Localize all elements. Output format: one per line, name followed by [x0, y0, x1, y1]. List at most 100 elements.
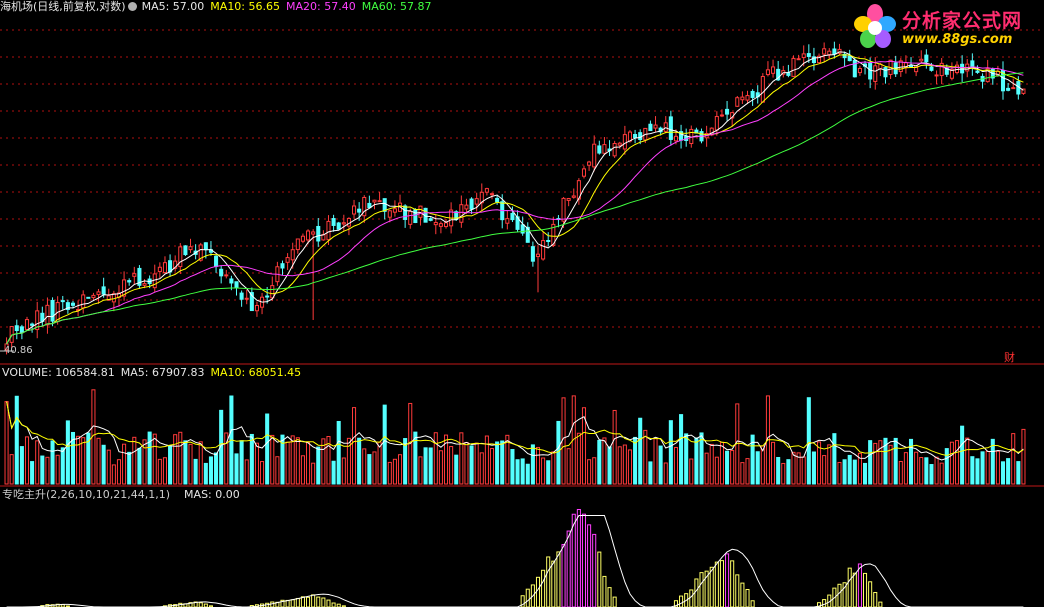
- indicator-bar: [740, 582, 745, 607]
- indicator-bar: [326, 599, 331, 607]
- indicator-bar: [285, 599, 290, 607]
- candle-body: [306, 230, 311, 241]
- candle-body: [566, 198, 571, 201]
- volume-bar: [341, 457, 346, 485]
- candle-body: [336, 222, 341, 230]
- candle-body: [433, 221, 438, 226]
- volume-bar: [132, 436, 137, 485]
- settings-gear-icon[interactable]: [127, 2, 137, 11]
- ma20-line: [6, 60, 1024, 345]
- volume-bar: [556, 420, 561, 485]
- volume-bar: [300, 455, 305, 485]
- volume-bar: [474, 442, 479, 485]
- volume-bar: [852, 459, 857, 485]
- indicator-bar: [868, 581, 873, 607]
- candle-body: [908, 65, 914, 68]
- indicator-bar: [520, 595, 525, 607]
- candle-body: [525, 226, 530, 243]
- volume-bar: [1000, 461, 1006, 485]
- indicator-bar: [714, 561, 719, 607]
- volume-bar: [791, 451, 796, 485]
- candle-body: [127, 280, 132, 283]
- indicator-bar: [852, 572, 857, 607]
- volume-bars: [4, 389, 1026, 485]
- volume-bar: [449, 446, 454, 485]
- volume-bar: [367, 454, 372, 485]
- volume-bar: [464, 441, 469, 485]
- candle-body: [954, 64, 960, 74]
- indicator-bar: [612, 596, 617, 607]
- volume-bar: [934, 456, 939, 485]
- candle-body: [122, 279, 127, 297]
- indicator-bar: [576, 508, 581, 607]
- financial-info-badge[interactable]: 财: [1004, 351, 1015, 364]
- candle-body: [50, 299, 55, 322]
- candle-body: [949, 69, 954, 79]
- candle-body: [822, 48, 827, 55]
- candle-body: [86, 296, 91, 299]
- candle-body: [612, 142, 617, 157]
- volume-bar: [709, 443, 714, 485]
- indicator-mas-line: [6, 515, 1024, 607]
- indicator-bar: [699, 572, 704, 607]
- volume-bar: [576, 432, 581, 485]
- candle-body: [581, 168, 587, 177]
- indicator-bar: [321, 597, 326, 607]
- volume-bar: [55, 454, 60, 485]
- candle-body: [418, 205, 423, 218]
- candle-body: [408, 211, 413, 225]
- candle-body: [597, 145, 602, 154]
- volume-bar: [265, 413, 270, 485]
- candle-body: [382, 198, 387, 212]
- candle-body: [852, 59, 857, 78]
- volume-bar: [101, 444, 106, 485]
- volume-bar: [76, 435, 81, 485]
- volume-ma10-readout: MA10: 68051.45: [210, 366, 302, 379]
- volume-bar: [617, 446, 622, 485]
- indicator-bar: [535, 576, 541, 607]
- candle-body: [617, 142, 622, 146]
- volume-bar: [24, 436, 30, 485]
- candle-body: [832, 48, 837, 55]
- volume-bar: [459, 432, 464, 485]
- indicator-name[interactable]: 专吃主升(2,26,10,10,21,44,1,1): [2, 488, 171, 501]
- volume-bar: [597, 439, 602, 485]
- watermark-logo: 分析家公式网 www.88gs.com: [850, 2, 1042, 52]
- candle-body: [265, 295, 270, 298]
- volume-bar: [878, 440, 883, 485]
- volume-readout: VOLUME: 106584.81: [2, 366, 115, 379]
- candle-body: [975, 70, 980, 73]
- indicator-bar: [541, 569, 546, 607]
- volume-bar: [847, 454, 852, 485]
- candle-body: [811, 56, 816, 64]
- volume-bar: [607, 446, 612, 485]
- ma10-line: [6, 54, 1024, 345]
- volume-bar: [106, 449, 111, 485]
- candle-body: [873, 65, 878, 82]
- candle-body: [352, 205, 357, 215]
- candle-body: [280, 263, 285, 269]
- volume-bar: [658, 445, 663, 485]
- volume-bar: [944, 448, 949, 485]
- volume-bar: [1021, 428, 1026, 485]
- indicator-bar: [597, 551, 602, 607]
- volume-bar: [551, 451, 556, 485]
- candle-body: [173, 260, 178, 269]
- volume-bar: [653, 437, 658, 485]
- stock-title[interactable]: 海机场(日线,前复权,对数): [0, 0, 126, 13]
- candle-body: [377, 200, 382, 203]
- candle-body: [535, 253, 541, 258]
- volume-bar: [198, 441, 203, 485]
- logo-brand-text: 分析家公式网: [902, 10, 1023, 32]
- volume-bar: [842, 459, 847, 485]
- candle-body: [19, 326, 24, 333]
- mas-readout: MAS: 0.00: [184, 488, 240, 501]
- indicator-bar: [566, 530, 571, 607]
- candle-body: [484, 188, 489, 193]
- candle-body: [1006, 87, 1011, 91]
- indicator-bar: [331, 602, 336, 607]
- indicator-bar: [730, 560, 735, 607]
- indicator-bar: [673, 600, 678, 607]
